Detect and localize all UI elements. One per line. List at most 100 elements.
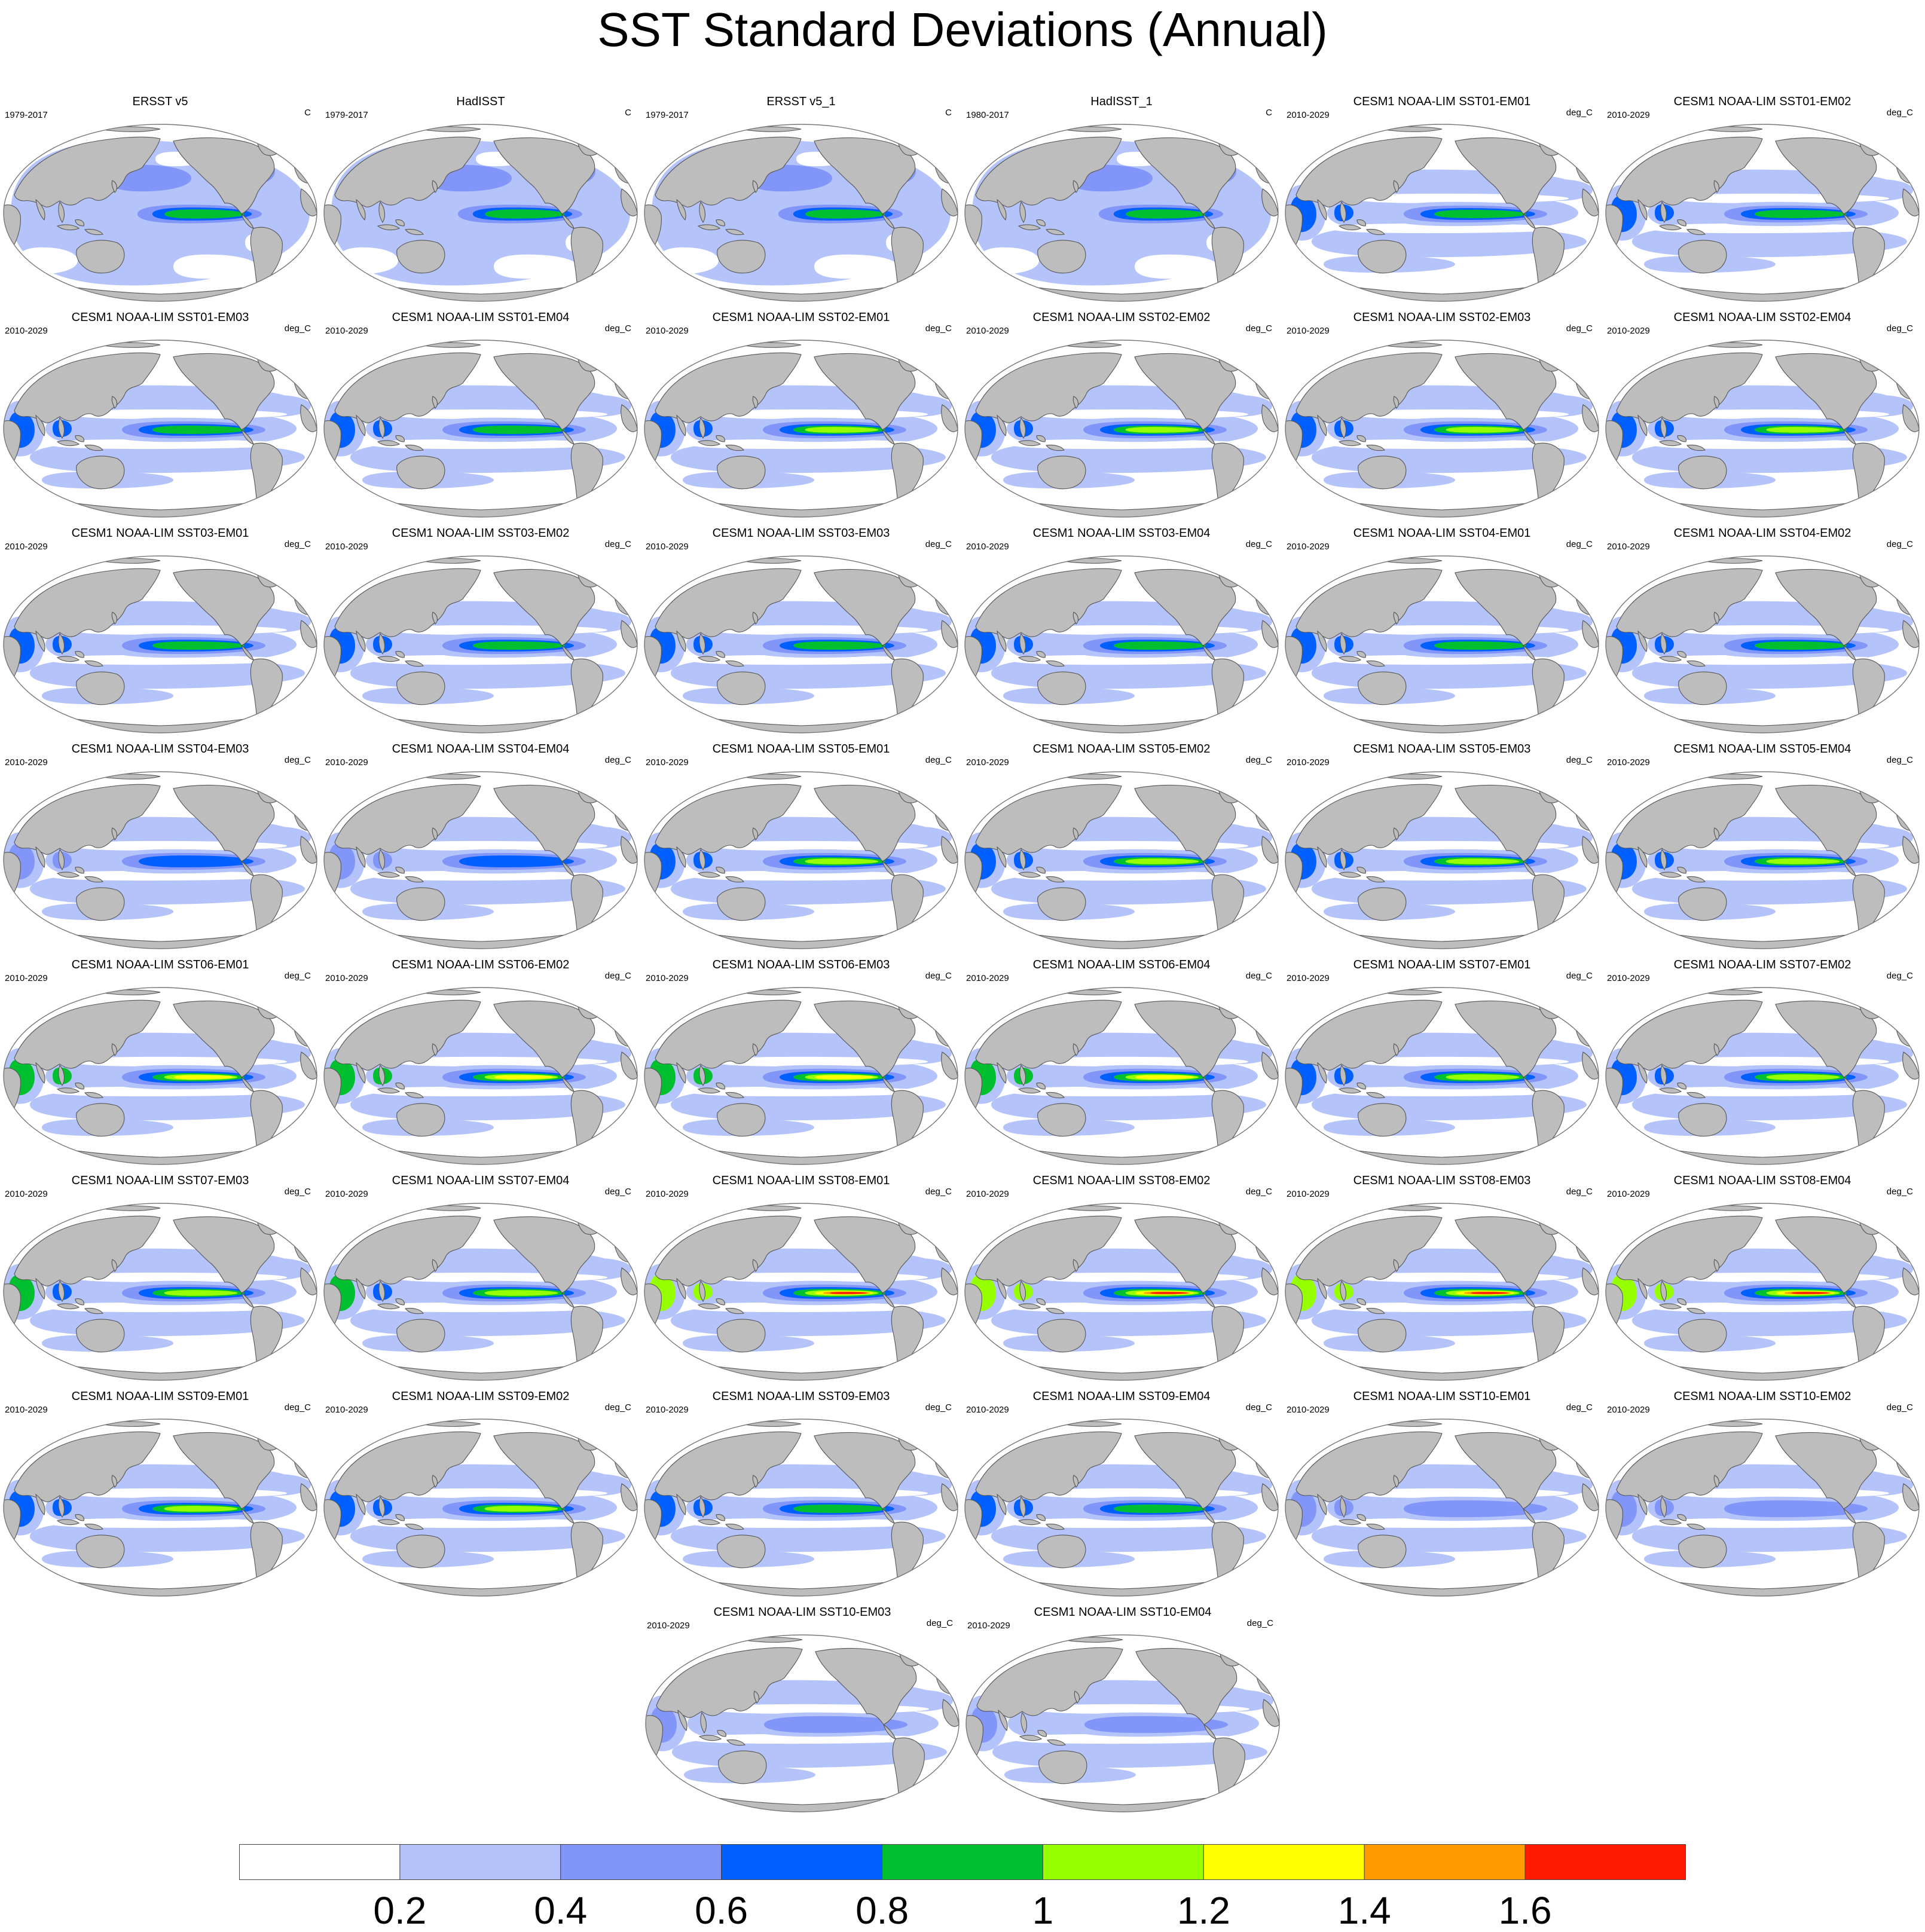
- sst-contour-enso: [805, 209, 885, 219]
- map-outline: [964, 555, 1279, 733]
- sst-map: [1285, 987, 1599, 1165]
- map-panel: CESM1 NOAA-LIM SST07-EM03 2010-2029 deg_C: [0, 1173, 320, 1386]
- land-mass: [405, 228, 424, 236]
- land-mass: [84, 228, 103, 236]
- land-mass: [1037, 240, 1086, 274]
- land-mass: [1019, 848, 1026, 871]
- panel-period: 2010-2029: [5, 1189, 48, 1199]
- map-outline: [3, 555, 317, 733]
- land-mass: [75, 219, 84, 227]
- map-outline: [964, 340, 1279, 518]
- sst-contour-low: [1533, 179, 1593, 201]
- land-mass: [1616, 568, 1763, 639]
- land-mass: [493, 137, 595, 215]
- sst-contour-low: [892, 395, 952, 417]
- land-mass: [1340, 201, 1347, 224]
- panel-period: 2010-2029: [325, 973, 368, 983]
- land-mass: [76, 456, 125, 490]
- map-panel: CESM1 NOAA-LIM SST03-EM02 2010-2029 deg_C: [320, 526, 641, 739]
- sst-contour-min: [1650, 1518, 1889, 1529]
- map-outline: [3, 771, 317, 949]
- panel-units: deg_C: [284, 1187, 311, 1197]
- land-mass: [1775, 1000, 1877, 1078]
- panel-title: CESM1 NOAA-LIM SST09-EM03: [712, 1390, 890, 1403]
- land-mass: [356, 414, 366, 437]
- land-mass: [1295, 352, 1443, 423]
- panel-units: deg_C: [1245, 1187, 1272, 1197]
- map-outline: [1605, 1203, 1920, 1381]
- land-mass: [1677, 651, 1686, 658]
- map-outline: [644, 771, 958, 949]
- land-mass: [752, 1043, 759, 1056]
- map-outline: [1605, 987, 1920, 1165]
- land-mass: [14, 352, 161, 423]
- land-mass: [334, 1215, 481, 1286]
- sst-map: [1605, 1203, 1920, 1381]
- map-outline: [644, 340, 958, 518]
- land-mass: [697, 440, 721, 447]
- sst-contour-enso: [459, 855, 574, 867]
- land-mass: [35, 1062, 45, 1084]
- land-mass: [699, 201, 706, 224]
- panel-units: deg_C: [1886, 1402, 1913, 1413]
- panel-title: CESM1 NOAA-LIM SST07-EM03: [71, 1174, 249, 1187]
- land-mass: [334, 1431, 481, 1502]
- land-mass: [976, 1647, 1123, 1718]
- land-mass: [1582, 836, 1599, 864]
- sst-contour-enso: [1446, 858, 1520, 864]
- land-mass: [378, 1064, 386, 1087]
- colorbar-box: [560, 1844, 722, 1880]
- sst-contour-enso: [164, 1290, 238, 1296]
- land-mass: [1340, 1280, 1347, 1303]
- land-mass: [111, 1043, 118, 1056]
- sst-map: [645, 1634, 960, 1812]
- sst-contour-enso: [152, 641, 245, 650]
- land-mass: [676, 630, 686, 653]
- map-outline: [1285, 340, 1599, 518]
- land-mass: [1678, 1534, 1727, 1569]
- land-mass: [1686, 228, 1706, 236]
- panel-period: 1979-2017: [646, 110, 689, 120]
- sst-contour-low: [1533, 395, 1593, 417]
- map-panel: CESM1 NOAA-LIM SST10-EM02 2010-2029 deg_C: [1602, 1389, 1923, 1602]
- land-mass: [35, 846, 45, 869]
- land-mass: [1677, 435, 1686, 442]
- panel-period: 2010-2029: [966, 757, 1009, 768]
- panel-units: deg_C: [1566, 755, 1593, 765]
- map-panel: CESM1 NOAA-LIM SST07-EM04 2010-2029 deg_C: [320, 1173, 641, 1386]
- land-mass: [35, 1277, 45, 1300]
- land-mass: [493, 1216, 595, 1294]
- sst-contour-enso: [1125, 427, 1199, 433]
- map-outline: [1285, 1419, 1599, 1597]
- panel-period: 2010-2029: [646, 757, 689, 768]
- land-mass: [1902, 620, 1919, 648]
- panel-units: deg_C: [284, 971, 311, 981]
- panel-units: deg_C: [604, 1187, 631, 1197]
- panel-period: 2010-2029: [646, 1189, 689, 1199]
- land-mass: [655, 1431, 802, 1502]
- land-mass: [1018, 1303, 1041, 1310]
- sst-contour-min: [368, 655, 607, 665]
- land-mass: [1317, 414, 1327, 437]
- sst-contour-enso: [793, 1505, 885, 1513]
- land-mass: [1018, 1519, 1041, 1526]
- land-mass: [941, 1483, 958, 1511]
- land-mass: [1019, 632, 1026, 655]
- panel-units: deg_C: [1566, 971, 1593, 981]
- land-mass: [1455, 784, 1557, 862]
- map-outline: [323, 1419, 638, 1597]
- panel-period: 2010-2029: [1607, 1189, 1650, 1199]
- map-panel: CESM1 NOAA-LIM SST06-EM03 2010-2029 deg_C: [641, 958, 961, 1170]
- land-mass: [111, 612, 118, 625]
- panel-title: CESM1 NOAA-LIM SST05-EM01: [712, 742, 890, 756]
- land-mass: [1455, 1216, 1557, 1294]
- land-mass: [726, 1739, 745, 1746]
- land-mass: [975, 1215, 1122, 1286]
- panel-units: deg_C: [284, 539, 311, 549]
- sst-contour-enso: [494, 1075, 554, 1080]
- land-mass: [655, 784, 802, 855]
- land-mass: [1902, 188, 1919, 216]
- land-mass: [173, 784, 275, 862]
- map-panel: CESM1 NOAA-LIM SST02-EM04 2010-2029 deg_C: [1602, 310, 1923, 523]
- map-panel: CESM1 NOAA-LIM SST01-EM02 2010-2029 deg_C: [1602, 94, 1923, 307]
